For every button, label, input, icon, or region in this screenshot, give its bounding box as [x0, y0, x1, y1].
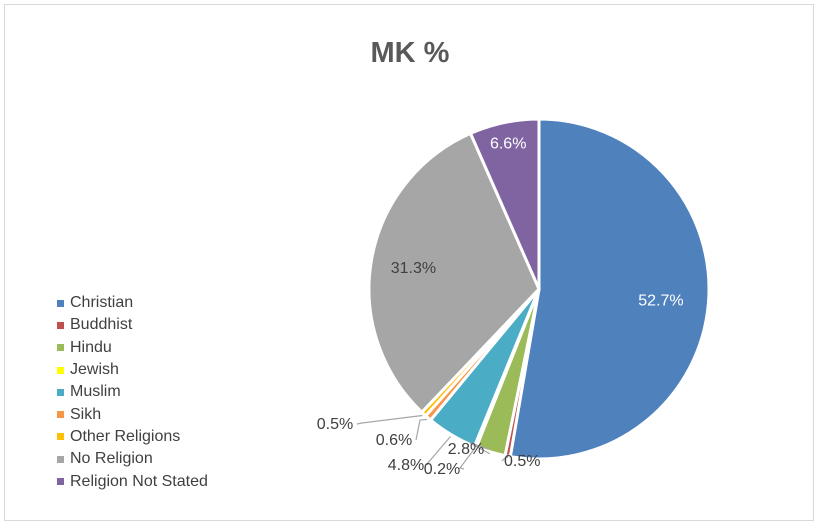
leader-line-hindu	[469, 442, 491, 455]
data-label-buddhist: 0.5%	[504, 453, 540, 470]
data-label-jewish: 0.2%	[424, 461, 460, 478]
legend-label: Religion Not Stated	[70, 472, 208, 490]
legend: Christian Buddhist Hindu Jewish Muslim Sikh Ot…	[57, 292, 208, 493]
legend-item-religion-not-stated: Religion Not Stated	[57, 470, 208, 492]
legend-swatch	[57, 344, 64, 352]
legend-label: Jewish	[70, 361, 119, 379]
legend-swatch	[57, 321, 64, 329]
legend-label: Buddhist	[70, 316, 133, 334]
pie-slice-no-religion	[367, 131, 541, 415]
legend-swatch	[57, 299, 64, 307]
data-label-religion-not-stated: 6.6%	[490, 136, 526, 153]
legend-item-other-religions: Other Religions	[57, 426, 208, 448]
leader-line-sikh	[415, 418, 427, 441]
legend-label: Sikh	[70, 405, 102, 423]
data-label-muslim: 4.8%	[388, 457, 424, 474]
legend-swatch	[57, 433, 64, 441]
pie-slice-religion-not-stated	[468, 117, 541, 290]
data-label-hindu: 2.8%	[448, 441, 484, 458]
legend-item-christian: Christian	[57, 292, 208, 314]
pie-slice-christian	[508, 117, 711, 461]
legend-label: Other Religions	[70, 427, 181, 445]
legend-swatch	[57, 478, 64, 486]
legend-label: Muslim	[70, 383, 121, 401]
data-label-sikh: 0.6%	[376, 432, 412, 449]
chart-title: MK %	[370, 37, 450, 69]
legend-swatch	[57, 388, 64, 396]
legend-label: No Religion	[70, 450, 153, 468]
data-label-other-religions: 0.5%	[317, 416, 353, 433]
legend-swatch	[57, 366, 64, 374]
legend-swatch	[57, 411, 64, 419]
legend-item-hindu: Hindu	[57, 337, 208, 359]
legend-item-sikh: Sikh	[57, 403, 208, 425]
legend-item-no-religion: No Religion	[57, 448, 208, 470]
legend-item-buddhist: Buddhist	[57, 314, 208, 336]
leader-line-jewish	[458, 448, 476, 470]
legend-label: Christian	[70, 294, 134, 312]
legend-item-muslim: Muslim	[57, 381, 208, 403]
leader-line-buddhist	[501, 453, 510, 462]
leader-line-muslim	[426, 436, 451, 466]
legend-item-jewish: Jewish	[57, 359, 208, 381]
leader-line-other-religions	[356, 414, 423, 425]
data-label-christian: 52.7%	[638, 292, 683, 309]
legend-swatch	[57, 455, 64, 463]
data-label-no-religion: 31.3%	[391, 260, 436, 277]
legend-label: Hindu	[70, 338, 112, 356]
